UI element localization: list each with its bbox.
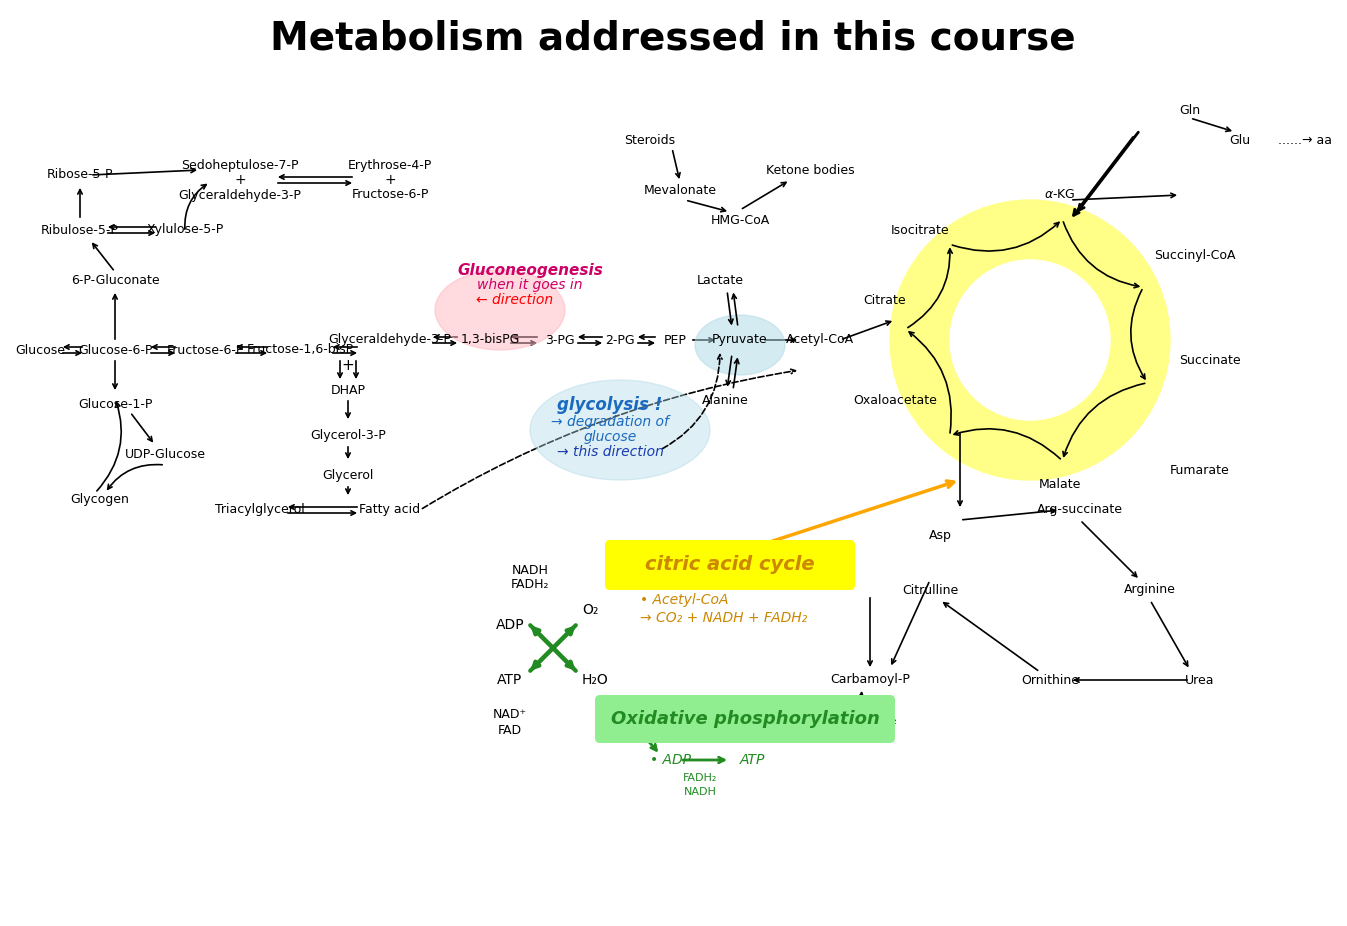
Text: Triacylglycerol: Triacylglycerol: [216, 504, 304, 517]
Text: Ornithine: Ornithine: [1021, 673, 1079, 686]
Text: Urea: Urea: [1185, 673, 1215, 686]
Text: Ribose-5-P: Ribose-5-P: [47, 169, 113, 181]
Text: Ketone bodies: Ketone bodies: [765, 164, 854, 177]
Text: Fumarate: Fumarate: [1171, 464, 1230, 477]
Text: Ribulose-5-P: Ribulose-5-P: [40, 223, 119, 236]
Text: Malate: Malate: [1039, 479, 1082, 492]
Text: Metabolism addressed in this course: Metabolism addressed in this course: [271, 20, 1076, 58]
Text: PEP: PEP: [664, 333, 687, 346]
Text: +: +: [234, 173, 245, 187]
Text: Mevalonate: Mevalonate: [644, 183, 717, 196]
Text: • Acetyl-CoA: • Acetyl-CoA: [640, 593, 729, 607]
Text: 1,3-bisPG: 1,3-bisPG: [461, 333, 520, 346]
Text: citric acid cycle: citric acid cycle: [645, 556, 815, 574]
Text: 3-PG: 3-PG: [546, 333, 575, 346]
Text: when it goes in: when it goes in: [477, 278, 583, 292]
Text: Glucose: Glucose: [15, 344, 65, 357]
Text: Citrulline: Citrulline: [902, 583, 958, 596]
Text: Oxaloacetate: Oxaloacetate: [853, 394, 938, 407]
Text: → CO₂ + NADH + FADH₂: → CO₂ + NADH + FADH₂: [640, 611, 807, 625]
Text: Isocitrate: Isocitrate: [890, 223, 950, 236]
Text: glycolysis !: glycolysis !: [558, 396, 663, 414]
Text: → degradation of: → degradation of: [551, 415, 669, 429]
Text: → this direction: → this direction: [556, 445, 664, 459]
Text: Glyceraldehyde-3-P: Glyceraldehyde-3-P: [179, 189, 302, 202]
Text: FADH₂: FADH₂: [511, 579, 550, 592]
Text: Glucose-6-P: Glucose-6-P: [78, 344, 152, 357]
Text: UDP-Glucose: UDP-Glucose: [124, 448, 206, 461]
Text: Glycerol: Glycerol: [322, 469, 373, 482]
Text: • ADP: • ADP: [651, 753, 691, 767]
Text: NADH: NADH: [512, 564, 548, 577]
Text: ADP: ADP: [496, 618, 524, 632]
Text: Gluconeogenesis: Gluconeogenesis: [457, 262, 603, 278]
Text: Glycogen: Glycogen: [70, 494, 129, 507]
Text: Alanine: Alanine: [702, 394, 749, 407]
Text: NH₄⁺ + CO₂: NH₄⁺ + CO₂: [823, 714, 896, 727]
Text: Glyceraldehyde-3-P: Glyceraldehyde-3-P: [329, 333, 451, 346]
Text: Citrate: Citrate: [863, 294, 907, 307]
Ellipse shape: [529, 380, 710, 480]
Text: Erythrose-4-P: Erythrose-4-P: [348, 158, 432, 171]
Text: Sedoheptulose-7-P: Sedoheptulose-7-P: [182, 158, 299, 171]
Text: Fructose-6-P: Fructose-6-P: [166, 344, 244, 357]
Text: Pyruvate: Pyruvate: [713, 333, 768, 346]
Text: DHAP: DHAP: [330, 383, 365, 396]
Text: H₂O: H₂O: [582, 673, 609, 687]
Ellipse shape: [435, 270, 564, 350]
Text: HMG-CoA: HMG-CoA: [710, 214, 769, 227]
Text: 6-P-Gluconate: 6-P-Gluconate: [70, 273, 159, 286]
Text: Fructose-1,6-bisP: Fructose-1,6-bisP: [247, 344, 353, 357]
Text: Xylulose-5-P: Xylulose-5-P: [147, 223, 224, 236]
Text: 2-PG: 2-PG: [605, 333, 634, 346]
Text: FADH₂: FADH₂: [683, 773, 717, 783]
Ellipse shape: [695, 315, 785, 375]
Text: +: +: [342, 357, 354, 372]
Text: Gln: Gln: [1180, 104, 1200, 117]
Text: Acetyl-CoA: Acetyl-CoA: [785, 333, 854, 346]
FancyBboxPatch shape: [605, 540, 855, 590]
Text: Fructose-6-P: Fructose-6-P: [352, 189, 428, 202]
Text: O₂: O₂: [582, 603, 598, 617]
Text: Succinyl-CoA: Succinyl-CoA: [1154, 248, 1235, 261]
Text: NADH: NADH: [683, 787, 717, 797]
Text: Arginine: Arginine: [1123, 583, 1176, 596]
Text: $\alpha$-KG: $\alpha$-KG: [1044, 189, 1076, 202]
Text: ← direction: ← direction: [477, 293, 554, 307]
Text: Asp: Asp: [928, 529, 951, 542]
Text: Lactate: Lactate: [696, 273, 744, 286]
Text: ATP: ATP: [740, 753, 765, 767]
FancyBboxPatch shape: [595, 695, 894, 743]
Text: +: +: [384, 173, 396, 187]
Text: glucose: glucose: [583, 430, 637, 444]
Circle shape: [950, 260, 1110, 420]
Text: ......→ aa: ......→ aa: [1278, 133, 1332, 146]
Text: Succinate: Succinate: [1179, 354, 1241, 367]
Text: ATP: ATP: [497, 673, 523, 687]
Text: Arg-succinate: Arg-succinate: [1037, 504, 1123, 517]
Text: Carbamoyl-P: Carbamoyl-P: [830, 673, 911, 686]
Text: Glycerol-3-P: Glycerol-3-P: [310, 429, 385, 442]
Text: Glu: Glu: [1230, 133, 1250, 146]
Text: Oxidative phosphorylation: Oxidative phosphorylation: [610, 710, 880, 728]
Text: Steroids: Steroids: [625, 133, 676, 146]
Text: Glucose-1-P: Glucose-1-P: [78, 398, 152, 411]
Text: FAD: FAD: [498, 723, 523, 736]
Text: Fatty acid: Fatty acid: [360, 504, 420, 517]
Circle shape: [890, 200, 1171, 480]
Text: NAD⁺: NAD⁺: [493, 708, 527, 721]
